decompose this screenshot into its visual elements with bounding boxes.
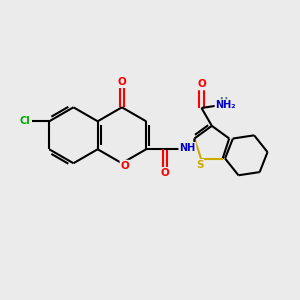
Text: O: O: [121, 160, 129, 171]
Text: S: S: [196, 160, 203, 170]
Text: H: H: [219, 97, 227, 106]
Text: O: O: [197, 80, 206, 89]
Text: O: O: [161, 168, 170, 178]
Text: NH₂: NH₂: [215, 100, 236, 110]
Text: Cl: Cl: [20, 116, 30, 126]
Text: NH: NH: [179, 143, 196, 153]
Text: O: O: [118, 77, 126, 87]
